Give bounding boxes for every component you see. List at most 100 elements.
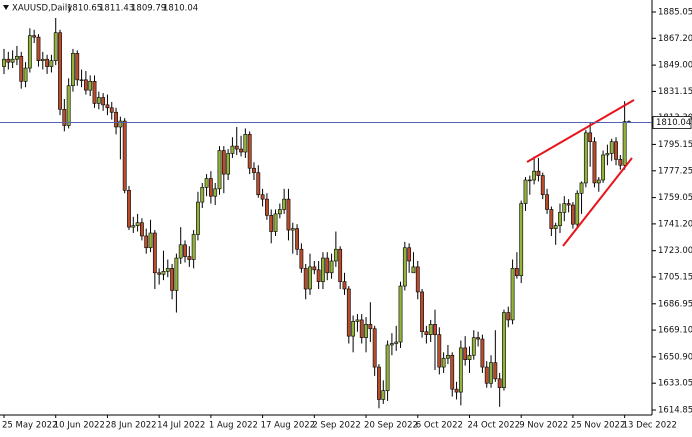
candle-body xyxy=(131,225,136,228)
candle-body xyxy=(394,341,399,344)
y-tick-label: 1669.10 xyxy=(658,326,692,336)
y-tick-label: 1650.90 xyxy=(658,352,692,362)
candle-body xyxy=(286,198,291,231)
candle-body xyxy=(290,228,295,231)
candle-body xyxy=(480,338,485,368)
candle-body xyxy=(523,179,528,204)
candle-body xyxy=(458,347,463,393)
trendline-upper xyxy=(526,99,635,163)
candle-body xyxy=(532,170,537,181)
candle-body xyxy=(381,390,386,400)
x-tick-label: 13 Dec 2022 xyxy=(623,421,677,431)
candle-body xyxy=(558,212,562,226)
x-tick-label: 6 Oct 2022 xyxy=(416,421,463,431)
candle-body xyxy=(101,97,106,106)
candle-body xyxy=(428,324,433,335)
candle-body xyxy=(196,201,200,235)
ohlc-high: 1811.43 xyxy=(99,4,134,14)
candle-body xyxy=(170,268,174,291)
candle-body xyxy=(592,141,597,184)
candle-body xyxy=(15,55,19,60)
y-tick-label: 1867.20 xyxy=(658,34,692,44)
candle-body xyxy=(40,58,45,61)
candle-body xyxy=(71,53,75,87)
candle-body xyxy=(614,141,618,160)
candle-body xyxy=(96,97,101,104)
y-tick-label: 1705.15 xyxy=(658,272,692,282)
candle-body xyxy=(105,104,110,109)
candle-body xyxy=(213,188,218,197)
candle-body xyxy=(303,268,308,290)
candle-body xyxy=(135,222,140,226)
symbol-menu-icon[interactable] xyxy=(3,5,9,10)
candle-body xyxy=(316,269,321,282)
candles xyxy=(2,17,631,409)
candle-body xyxy=(109,107,114,113)
candle-body xyxy=(355,319,360,322)
candle-body xyxy=(351,321,356,337)
candle-body xyxy=(161,271,166,275)
trendline-lower xyxy=(562,157,633,247)
x-tick-label: 25 Nov 2022 xyxy=(571,421,625,431)
candle-body xyxy=(75,53,80,81)
candle-body xyxy=(321,257,325,282)
candle-body xyxy=(239,148,243,153)
candle-body xyxy=(308,266,312,290)
ohlc-close: 1810.04 xyxy=(163,4,198,14)
candle-body xyxy=(277,209,282,215)
ohlc-open: 1810.65 xyxy=(67,4,102,14)
candle-body xyxy=(260,194,265,200)
x-tick-label: 10 Jun 2022 xyxy=(54,421,105,431)
candle-body xyxy=(127,190,131,228)
x-tick-label: 1 Aug 2022 xyxy=(209,421,258,431)
candle-body xyxy=(234,145,239,150)
candle-body xyxy=(148,232,153,249)
y-tick-label: 1614.85 xyxy=(658,405,692,415)
candle-body xyxy=(601,154,605,181)
candle-body xyxy=(178,244,183,259)
candle-body xyxy=(389,343,394,346)
candle-body xyxy=(256,172,261,196)
candle-body xyxy=(342,281,347,290)
candle-body xyxy=(415,266,420,293)
candle-body xyxy=(191,234,196,260)
candle-body xyxy=(204,178,209,188)
candle-body xyxy=(157,272,162,275)
y-tick-label: 1633.05 xyxy=(658,379,692,389)
candle-body xyxy=(230,145,235,154)
x-tick-label: 20 Sep 2022 xyxy=(364,421,418,431)
candle-body xyxy=(540,175,545,196)
x-tick-label: 25 May 2022 xyxy=(2,421,57,431)
price-label-box xyxy=(652,116,692,129)
candle-body xyxy=(596,179,601,184)
candle-body xyxy=(114,111,118,128)
candle-body xyxy=(6,58,11,63)
candle-body xyxy=(424,331,429,335)
candle-body xyxy=(476,337,481,340)
candle-body xyxy=(118,120,123,128)
candle-body xyxy=(437,334,442,368)
x-tick-label: 28 Jun 2022 xyxy=(105,421,156,431)
candle-body xyxy=(579,182,584,194)
candle-body xyxy=(368,324,373,330)
candle-body xyxy=(88,81,93,91)
candle-body xyxy=(62,108,67,126)
candle-body xyxy=(402,247,407,287)
candle-body xyxy=(144,235,149,249)
candle-body xyxy=(252,167,256,173)
candle-body xyxy=(265,198,269,216)
candle-body xyxy=(208,178,213,197)
candle-body xyxy=(221,150,226,175)
candle-body xyxy=(325,257,330,274)
candle-body xyxy=(333,248,338,262)
candle-body xyxy=(359,319,364,338)
y-tick-label: 1795.15 xyxy=(658,140,692,150)
candle-body xyxy=(187,256,192,260)
candle-body xyxy=(79,79,84,81)
candle-body xyxy=(346,288,351,337)
candle-body xyxy=(571,204,575,225)
y-tick-label: 1759.05 xyxy=(658,193,692,203)
candle-body xyxy=(527,179,532,182)
candle-body xyxy=(605,153,610,156)
y-tick-label: 1777.25 xyxy=(658,166,692,176)
